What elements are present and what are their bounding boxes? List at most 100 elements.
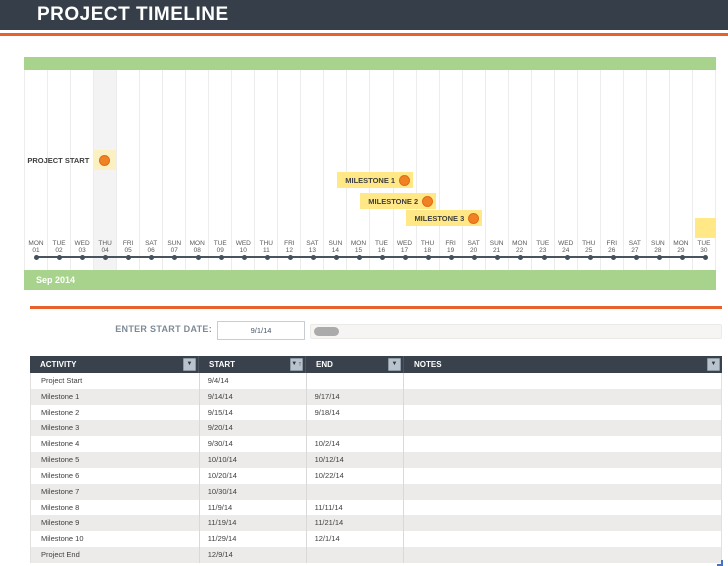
milestone-dot-cell	[93, 150, 117, 170]
end-cell[interactable]: 10/12/14	[307, 452, 405, 468]
day-column: SUN 07	[163, 70, 187, 270]
axis-tick-dot	[218, 254, 224, 260]
day-column: SUN 14	[324, 70, 348, 270]
start-cell[interactable]: 10/30/14	[200, 483, 307, 500]
axis-tick-dot	[403, 254, 409, 260]
notes-cell[interactable]	[404, 483, 722, 500]
activity-cell[interactable]: Milestone 8	[31, 499, 200, 516]
start-cell[interactable]: 11/19/14	[200, 515, 307, 532]
activity-cell[interactable]: Milestone 9	[31, 515, 200, 532]
day-column: WED 10	[232, 70, 256, 270]
start-date-input[interactable]	[217, 321, 305, 340]
day-tick-label: THU 18	[420, 240, 435, 254]
filter-dropdown-icon[interactable]: ▼ ↑	[290, 358, 303, 371]
table-row: Milestone 6 10/20/14 10/22/14	[31, 467, 722, 484]
table-row: Milestone 2 9/15/14 9/18/14	[31, 404, 722, 421]
milestone-label: MILESTONE 1	[345, 175, 396, 185]
section-divider-rule	[30, 306, 722, 309]
end-cell[interactable]	[307, 373, 405, 389]
filter-dropdown-icon[interactable]: ▼	[707, 358, 720, 371]
activity-cell[interactable]: Milestone 4	[31, 436, 200, 453]
activity-cell[interactable]: Milestone 5	[31, 452, 200, 468]
activity-cell[interactable]: Project End	[31, 547, 200, 563]
notes-cell[interactable]	[404, 531, 722, 548]
end-cell[interactable]	[307, 420, 405, 437]
start-cell[interactable]: 11/29/14	[200, 531, 307, 548]
day-column: FRI 12	[278, 70, 302, 270]
start-cell[interactable]: 9/20/14	[200, 420, 307, 437]
day-column: TUE 23	[532, 70, 555, 270]
axis-tick-dot	[633, 254, 639, 260]
start-cell[interactable]: 10/20/14	[200, 467, 307, 484]
end-cell[interactable]	[307, 547, 405, 563]
end-cell[interactable]: 12/1/14	[307, 531, 405, 548]
end-cell[interactable]: 10/2/14	[307, 436, 405, 453]
start-cell[interactable]: 9/30/14	[200, 436, 307, 453]
day-column: SUN 28	[647, 70, 670, 270]
notes-cell[interactable]	[404, 388, 722, 405]
end-cell[interactable]: 10/22/14	[307, 467, 405, 484]
day-tick-label: WED 17	[396, 240, 413, 254]
axis-tick-dot	[426, 254, 432, 260]
start-cell[interactable]: 10/10/14	[200, 452, 307, 468]
axis-tick-dot	[34, 254, 40, 260]
table-row: Milestone 4 9/30/14 10/2/14	[31, 436, 722, 453]
milestone-label-box: MILESTONE 3	[406, 210, 483, 226]
day-tick-label: TUE 30	[697, 240, 711, 254]
notes-cell[interactable]	[404, 404, 722, 421]
activity-cell[interactable]: Milestone 1	[31, 388, 200, 405]
day-column: WED 17	[394, 70, 417, 270]
milestone-dot-icon	[468, 212, 480, 224]
milestone-marker: MILESTONE 2	[360, 193, 437, 209]
activity-cell[interactable]: Milestone 2	[31, 404, 200, 421]
axis-tick-dot	[57, 254, 63, 260]
start-cell[interactable]: 11/9/14	[200, 499, 307, 516]
axis-tick-dot	[126, 254, 132, 260]
axis-tick-dot	[518, 254, 524, 260]
milestone-label: MILESTONE 2	[368, 196, 419, 206]
header-accent-rule	[0, 33, 728, 36]
day-tick-label: FRI 12	[284, 240, 295, 254]
activity-cell[interactable]: Project Start	[31, 373, 200, 389]
start-cell[interactable]: 9/4/14	[200, 373, 307, 389]
end-cell[interactable]: 11/11/14	[307, 499, 405, 516]
table-row: Milestone 1 9/14/14 9/17/14	[31, 388, 722, 405]
notes-cell[interactable]	[404, 373, 722, 389]
start-cell[interactable]: 9/15/14	[200, 404, 307, 421]
notes-cell[interactable]	[404, 547, 722, 563]
horizontal-scrollbar[interactable]	[310, 324, 722, 339]
end-cell[interactable]: 11/21/14	[307, 515, 405, 532]
milestone-label-box: MILESTONE 2	[360, 193, 437, 209]
day-column: MON 22	[509, 70, 532, 270]
activity-cell[interactable]: Milestone 10	[31, 531, 200, 548]
notes-cell[interactable]	[404, 515, 722, 532]
activity-cell[interactable]: Milestone 3	[31, 420, 200, 437]
start-cell[interactable]: 9/14/14	[200, 388, 307, 405]
day-column: TUE 30	[693, 70, 716, 270]
milestone-dot-icon	[399, 174, 411, 186]
day-tick-label: TUE 09	[213, 240, 227, 254]
activity-cell[interactable]: Milestone 6	[31, 467, 200, 484]
day-column: TUE 02	[48, 70, 72, 270]
day-column: WED 03	[71, 70, 95, 270]
end-cell[interactable]	[307, 483, 405, 500]
scrollbar-thumb[interactable]	[314, 327, 339, 336]
end-cell[interactable]: 9/17/14	[307, 388, 405, 405]
notes-cell[interactable]	[404, 452, 722, 468]
day-tick-label: THU 04	[98, 240, 112, 254]
notes-cell[interactable]	[404, 436, 722, 453]
column-header-end: END ▼	[306, 356, 404, 373]
end-cell[interactable]: 9/18/14	[307, 404, 405, 421]
table-row: Project Start 9/4/14	[31, 373, 722, 389]
axis-tick-dot	[472, 254, 478, 260]
start-date-label: ENTER START DATE:	[115, 324, 212, 334]
filter-dropdown-icon[interactable]: ▼	[183, 358, 196, 371]
start-cell[interactable]: 12/9/14	[200, 547, 307, 563]
table-header-row: ACTIVITY ▼ START ▼ ↑ END ▼ NOTES ▼	[30, 356, 722, 373]
table-resize-handle[interactable]	[717, 559, 723, 566]
notes-cell[interactable]	[404, 420, 722, 437]
notes-cell[interactable]	[404, 499, 722, 516]
notes-cell[interactable]	[404, 467, 722, 484]
activity-cell[interactable]: Milestone 7	[31, 483, 200, 500]
filter-dropdown-icon[interactable]: ▼	[388, 358, 401, 371]
